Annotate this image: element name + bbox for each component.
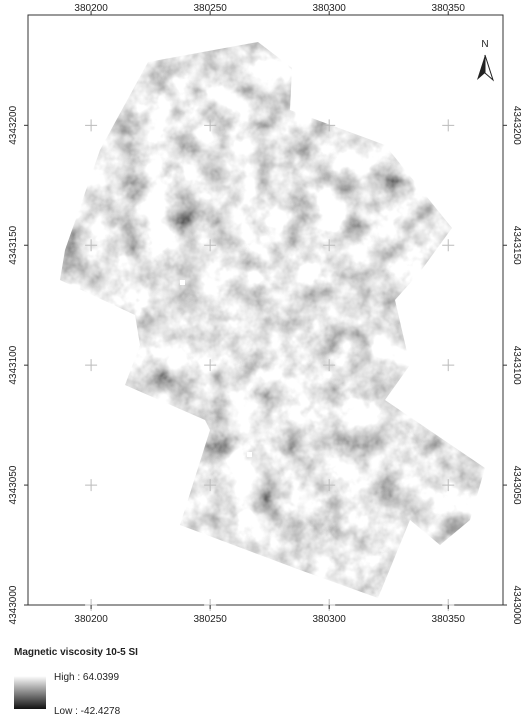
grid-cross (442, 239, 455, 252)
y-tick-label-left: 4343050 (8, 465, 19, 504)
legend-title: Magnetic viscosity 10-5 SI (14, 647, 138, 658)
grid-cross (85, 239, 98, 252)
grid-cross (85, 119, 98, 132)
north-label: N (481, 39, 488, 50)
raster-gap (180, 280, 185, 285)
grid-cross (442, 359, 455, 372)
x-tick-label-bottom: 380200 (74, 614, 108, 625)
grid-cross (204, 239, 217, 252)
x-tick-label-bottom: 380350 (432, 614, 466, 625)
x-tick-label-bottom: 380250 (193, 614, 227, 625)
grid-cross (204, 479, 217, 492)
grid-cross (204, 359, 217, 372)
y-tick-label-right: 4343200 (511, 106, 522, 145)
y-tick-label-right: 4343050 (511, 466, 522, 505)
x-tick-label-top: 380250 (193, 3, 227, 14)
grid-cross (85, 479, 98, 492)
y-tick-label-left: 4343100 (8, 345, 19, 384)
legend-low: Low : -42.4278 (54, 706, 121, 717)
y-tick-label-left: 4343200 (8, 105, 19, 144)
grid-cross (442, 119, 455, 132)
grid-cross (85, 359, 98, 372)
grid-cross (204, 119, 217, 132)
y-tick-label-right: 4343150 (511, 226, 522, 265)
north-arrow: N (477, 39, 495, 82)
y-tick-label-left: 4343150 (8, 225, 19, 264)
y-tick-label-right: 4343100 (511, 346, 522, 385)
x-tick-label-top: 380200 (74, 3, 108, 14)
grid-cross (323, 359, 336, 372)
legend-high: High : 64.0399 (54, 672, 119, 683)
grid-cross (442, 479, 455, 492)
y-tick-label-left: 4343000 (8, 585, 19, 624)
legend-ramp (14, 676, 46, 709)
grid-cross (323, 239, 336, 252)
x-tick-label-top: 380350 (432, 3, 466, 14)
grid-cross (323, 479, 336, 492)
x-tick-label-bottom: 380300 (313, 614, 347, 625)
grid-cross (323, 119, 336, 132)
raster-gap (247, 452, 252, 457)
y-tick-label-right: 4343000 (511, 586, 522, 625)
x-tick-label-top: 380300 (313, 3, 347, 14)
